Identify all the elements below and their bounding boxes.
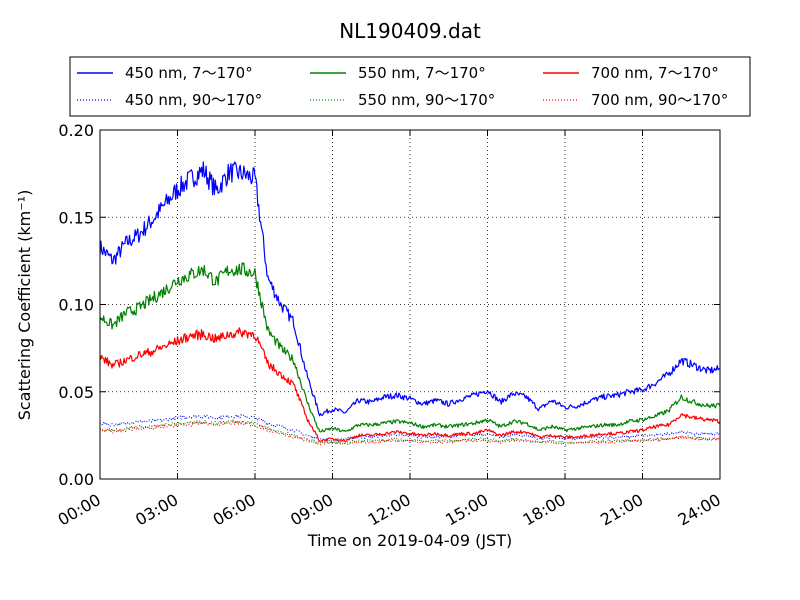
y-tick-label: 0.15 xyxy=(58,208,94,227)
y-axis-title: Scattering Coefficient (km⁻¹) xyxy=(15,190,34,421)
legend-label-5: 700 nm, 90～170° xyxy=(591,91,728,109)
series-line-3 xyxy=(99,419,721,444)
series-line-5 xyxy=(99,420,721,446)
legend-label-2: 550 nm, 7～170° xyxy=(358,64,486,82)
series-line-4 xyxy=(99,327,721,443)
legend-label-0: 450 nm, 7～170° xyxy=(125,64,253,82)
y-tick-label: 0.05 xyxy=(58,383,94,402)
plot-area: 00:00 03:00 06:00 09:00 12:00 15:00 18:00 21:00… xyxy=(55,121,724,530)
x-axis-title: Time on 2019-04-09 (JST) xyxy=(307,531,512,550)
chart-title: NL190409.dat xyxy=(339,19,481,43)
legend-label-4: 700 nm, 7～170° xyxy=(591,64,719,82)
series-layer xyxy=(99,161,721,446)
legend-label-3: 550 nm, 90～170° xyxy=(358,91,495,109)
series-line-2 xyxy=(99,262,721,433)
y-tick-label: 0.10 xyxy=(58,296,94,315)
y-tick-label: 0.20 xyxy=(58,121,94,140)
legend-frame xyxy=(69,56,751,117)
legend-label-1: 450 nm, 90～170° xyxy=(125,91,262,109)
legend: 450 nm, 7～170° 450 nm, 90～170° 550 nm, 7～1… xyxy=(69,56,751,117)
y-tick-label: 0.00 xyxy=(58,470,94,489)
series-line-0 xyxy=(99,161,721,417)
